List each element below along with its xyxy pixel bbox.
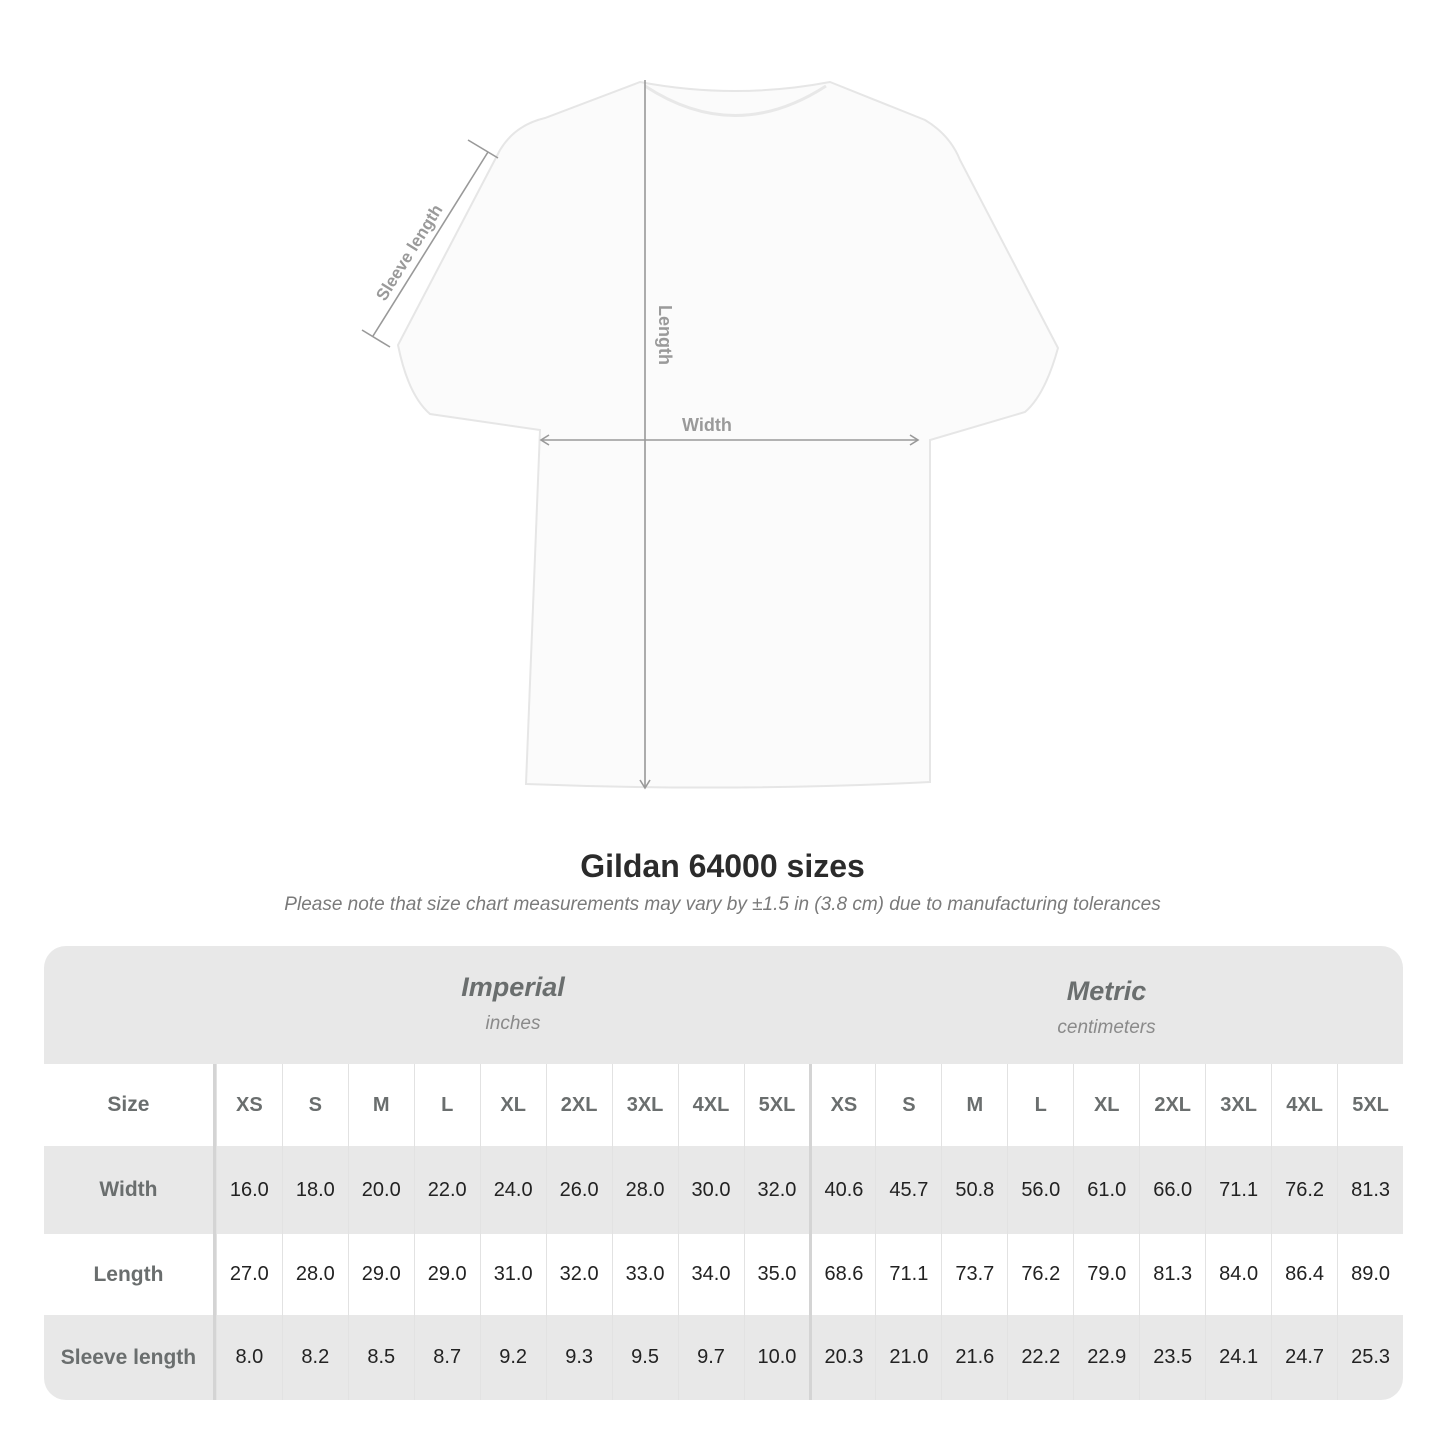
width-label: Width [682, 415, 732, 435]
tolerance-note: Please note that size chart measurements… [284, 894, 1161, 915]
metric-size-5XL: 5XL [1337, 1064, 1403, 1146]
metric-value: 86.4 [1271, 1234, 1337, 1315]
imperial-value: 9.3 [545, 1315, 612, 1400]
imperial-header: Imperial inches [216, 946, 810, 1064]
metric-value: 25.3 [1337, 1315, 1403, 1400]
imperial-size-XL: XL [479, 1064, 546, 1146]
metric-value: 81.3 [1337, 1146, 1403, 1234]
sleeve-line [372, 151, 489, 337]
size-table: Imperial inches Metric centimeters Size X… [44, 946, 1403, 1400]
metric-size-L: L [1007, 1064, 1073, 1146]
imperial-value: 29.0 [347, 1234, 414, 1315]
imperial-size-3XL: 3XL [611, 1064, 678, 1146]
imperial-size-XS: XS [215, 1064, 282, 1146]
imperial-title: Imperial [461, 972, 565, 1002]
metric-value: 22.2 [1007, 1315, 1073, 1400]
imperial-value: 26.0 [545, 1146, 612, 1234]
imperial-value: 10.0 [743, 1315, 810, 1400]
imperial-value: 8.2 [281, 1315, 348, 1400]
imperial-size-L: L [413, 1064, 480, 1146]
imperial-value: 29.0 [413, 1234, 480, 1315]
metric-size-3XL: 3XL [1205, 1064, 1271, 1146]
tshirt-diagram: Sleeve length Length Width [361, 80, 1060, 790]
imperial-value: 30.0 [677, 1146, 744, 1234]
imperial-value: 9.2 [479, 1315, 546, 1400]
table-row: Length 27.0 28.0 29.0 29.0 31.0 32.0 33.0 34.0 35… [44, 1234, 1403, 1315]
imperial-value: 20.0 [347, 1146, 414, 1234]
metric-value: 66.0 [1139, 1146, 1205, 1234]
metric-size-M: M [941, 1064, 1007, 1146]
imperial-value: 32.0 [743, 1146, 810, 1234]
metric-value: 89.0 [1337, 1234, 1403, 1315]
imperial-value: 31.0 [479, 1234, 546, 1315]
metric-title: Metric [1066, 976, 1147, 1006]
metric-value: 76.2 [1007, 1234, 1073, 1315]
metric-value: 21.0 [875, 1315, 941, 1400]
metric-value: 24.1 [1205, 1315, 1271, 1400]
metric-value: 21.6 [941, 1315, 1007, 1400]
metric-value: 84.0 [1205, 1234, 1271, 1315]
metric-size-XS: XS [809, 1064, 875, 1146]
measure-lines [361, 80, 920, 790]
imperial-value: 8.0 [215, 1315, 282, 1400]
metric-value: 76.2 [1271, 1146, 1337, 1234]
imperial-value: 35.0 [743, 1234, 810, 1315]
metric-value: 73.7 [941, 1234, 1007, 1315]
imperial-value: 16.0 [215, 1146, 282, 1234]
metric-header: Metric centimeters [810, 946, 1403, 1064]
imperial-value: 22.0 [413, 1146, 480, 1234]
imperial-size-S: S [281, 1064, 348, 1146]
metric-value: 56.0 [1007, 1146, 1073, 1234]
row-label: Length [44, 1234, 216, 1315]
imperial-value: 27.0 [215, 1234, 282, 1315]
imperial-size-M: M [347, 1064, 414, 1146]
size-label: Size [44, 1064, 216, 1146]
metric-value: 20.3 [809, 1315, 875, 1400]
imperial-unit: inches [485, 1013, 541, 1034]
metric-value: 61.0 [1073, 1146, 1139, 1234]
metric-value: 81.3 [1139, 1234, 1205, 1315]
metric-value: 40.6 [809, 1146, 875, 1234]
row-label: Width [44, 1146, 216, 1234]
metric-value: 71.1 [875, 1234, 941, 1315]
length-label: Length [655, 305, 675, 365]
imperial-value: 9.5 [611, 1315, 678, 1400]
imperial-value: 32.0 [545, 1234, 612, 1315]
page-title: Gildan 64000 sizes [580, 848, 865, 884]
imperial-size-5XL: 5XL [743, 1064, 810, 1146]
imperial-value: 8.5 [347, 1315, 414, 1400]
imperial-value: 24.0 [479, 1146, 546, 1234]
table-row: Sleeve length 8.0 8.2 8.5 8.7 9.2 9.3 9.5 9.7 10.… [44, 1315, 1403, 1400]
imperial-value: 28.0 [281, 1234, 348, 1315]
metric-value: 45.7 [875, 1146, 941, 1234]
imperial-value: 34.0 [677, 1234, 744, 1315]
metric-value: 22.9 [1073, 1315, 1139, 1400]
metric-size-2XL: 2XL [1139, 1064, 1205, 1146]
metric-value: 71.1 [1205, 1146, 1271, 1234]
imperial-value: 18.0 [281, 1146, 348, 1234]
imperial-value: 28.0 [611, 1146, 678, 1234]
metric-value: 79.0 [1073, 1234, 1139, 1315]
size-header-row: Size XS S M L XL 2XL 3XL 4XL 5XL XS S M L XL 2XL 3XL 4XL 5… [44, 1064, 1403, 1146]
metric-unit: centimeters [1057, 1017, 1156, 1038]
imperial-value: 33.0 [611, 1234, 678, 1315]
metric-value: 24.7 [1271, 1315, 1337, 1400]
imperial-value: 9.7 [677, 1315, 744, 1400]
metric-value: 23.5 [1139, 1315, 1205, 1400]
imperial-size-4XL: 4XL [677, 1064, 744, 1146]
row-label: Sleeve length [44, 1315, 216, 1400]
imperial-value: 8.7 [413, 1315, 480, 1400]
metric-value: 68.6 [809, 1234, 875, 1315]
imperial-size-2XL: 2XL [545, 1064, 612, 1146]
metric-size-S: S [875, 1064, 941, 1146]
table-row: Width 16.0 18.0 20.0 22.0 24.0 26.0 28.0 30.0 32.… [44, 1146, 1403, 1234]
metric-size-XL: XL [1073, 1064, 1139, 1146]
metric-value: 50.8 [941, 1146, 1007, 1234]
metric-size-4XL: 4XL [1271, 1064, 1337, 1146]
tshirt-image [396, 80, 1060, 789]
